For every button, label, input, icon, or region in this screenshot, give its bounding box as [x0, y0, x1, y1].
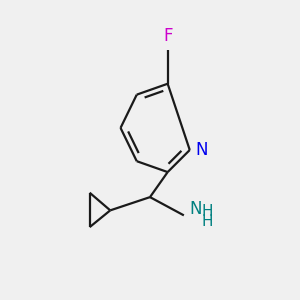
Text: N: N — [195, 141, 208, 159]
Text: F: F — [163, 27, 172, 45]
Text: H: H — [202, 204, 213, 219]
Text: N: N — [189, 200, 202, 218]
Text: H: H — [202, 214, 213, 229]
